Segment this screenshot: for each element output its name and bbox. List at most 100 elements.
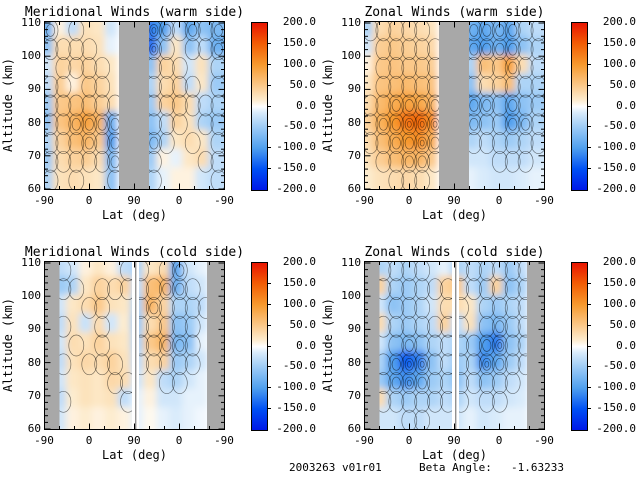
- y-tick-label: 90: [27, 82, 41, 96]
- colorbar-label: 100.0: [602, 56, 636, 70]
- colorbar-label: 0.0: [616, 98, 636, 112]
- colorbar-label: 100.0: [282, 56, 316, 70]
- y-tick-label: 80: [347, 355, 361, 369]
- colorbar-label: 50.0: [609, 77, 637, 91]
- colorbar-label: 50.0: [609, 317, 637, 331]
- y-tick-label: 80: [347, 115, 361, 129]
- colorbar-label: -50.0: [282, 359, 316, 373]
- colorbar-label: 150.0: [602, 275, 636, 289]
- x-tick-label: 0: [85, 434, 93, 447]
- y-tick-label: 100: [341, 49, 361, 63]
- data-gap-line: [455, 261, 457, 430]
- y-tick-label: 90: [347, 82, 361, 96]
- footer-beta-value: -1.63233: [511, 461, 564, 474]
- colorbar-tick: [587, 168, 591, 170]
- colorbar-tick: [267, 63, 271, 65]
- colorbar-label: 200.0: [282, 15, 316, 28]
- colorbar-tick: [587, 147, 591, 149]
- colorbar-label: -200.0: [276, 422, 316, 435]
- panel-title: Zonal Winds (cold side): [364, 245, 545, 260]
- colorbar-tick: [587, 42, 591, 44]
- x-axis-label: Lat (deg): [101, 448, 168, 462]
- colorbar-tick: [267, 168, 271, 170]
- colorbar-tick: [587, 63, 591, 65]
- colorbar-label: 100.0: [282, 296, 316, 310]
- x-tick-label: 90: [127, 194, 141, 207]
- colorbar-tick: [267, 282, 271, 284]
- colorbar-label: 50.0: [289, 77, 317, 91]
- colorbar-label: -150.0: [276, 401, 316, 415]
- panel-title: Meridional Winds (warm side): [24, 5, 245, 20]
- y-tick-label: 60: [27, 182, 41, 195]
- y-axis-label: Altitude (km): [321, 298, 335, 392]
- colorbar-tick: [267, 387, 271, 389]
- plot-frame: [364, 261, 545, 430]
- colorbar-label: 150.0: [282, 35, 316, 49]
- contour-lines: [44, 21, 225, 190]
- colorbar-tick: [587, 387, 591, 389]
- y-tick-label: 110: [21, 16, 41, 29]
- colorbar-label: -50.0: [602, 359, 636, 373]
- colorbar-label: -100.0: [276, 380, 316, 394]
- colorbar-tick: [267, 366, 271, 368]
- contour-lines: [364, 21, 545, 190]
- colorbar-tick: [587, 345, 591, 347]
- colorbar-tick: [267, 408, 271, 410]
- colorbar-label: 200.0: [602, 15, 636, 28]
- y-tick-label: 110: [341, 16, 361, 29]
- x-tick-label: 0: [495, 434, 503, 447]
- colorbar-tick: [587, 84, 591, 86]
- footer-beta-label: Beta Angle:: [419, 461, 492, 474]
- x-tick-label: -90: [534, 194, 554, 207]
- x-tick-label: 0: [175, 434, 183, 447]
- colorbar-tick: [267, 105, 271, 107]
- x-tick-label: -90: [34, 194, 54, 207]
- panel-title: Meridional Winds (cold side): [24, 245, 245, 260]
- x-tick-label: 0: [405, 194, 413, 207]
- y-tick-label: 100: [21, 49, 41, 63]
- colorbar-label: 50.0: [289, 317, 317, 331]
- plot-frame: [44, 21, 225, 190]
- colorbar-tick: [587, 303, 591, 305]
- y-tick-label: 100: [341, 289, 361, 303]
- x-tick-label: -90: [214, 434, 234, 447]
- colorbar-label: -150.0: [276, 161, 316, 175]
- colorbar: [251, 262, 268, 431]
- contour-plot-svg: [364, 261, 545, 430]
- colorbar-label: 200.0: [282, 255, 316, 268]
- y-tick-label: 110: [341, 256, 361, 269]
- x-tick-label: 90: [447, 434, 461, 447]
- y-tick-label: 70: [27, 388, 41, 402]
- colorbar-label: -100.0: [596, 140, 636, 154]
- colorbar-label: 150.0: [282, 275, 316, 289]
- x-tick-label: -90: [34, 434, 54, 447]
- gray-mask: [527, 261, 545, 430]
- colorbar-label: -150.0: [596, 401, 636, 415]
- colorbar-tick: [267, 84, 271, 86]
- plot-frame: [44, 261, 225, 430]
- x-tick-label: 0: [85, 194, 93, 207]
- y-tick-label: 70: [27, 148, 41, 162]
- colorbar-label: 0.0: [296, 98, 316, 112]
- y-tick-label: 100: [21, 289, 41, 303]
- colorbar-tick: [587, 408, 591, 410]
- x-tick-label: -90: [354, 434, 374, 447]
- x-axis-label: Lat (deg): [421, 208, 488, 222]
- x-tick-label: 90: [447, 194, 461, 207]
- colorbar-tick: [267, 126, 271, 128]
- colorbar-label: -200.0: [596, 182, 636, 195]
- footer-date-version: 2003263 v01r01: [289, 461, 382, 474]
- colorbar-tick: [267, 147, 271, 149]
- contour-plot-svg: [44, 261, 225, 430]
- y-tick-label: 60: [347, 422, 361, 435]
- colorbar-tick: [587, 282, 591, 284]
- y-tick-label: 60: [347, 182, 361, 195]
- gray-mask: [439, 21, 469, 190]
- gray-mask: [207, 261, 225, 430]
- y-tick-label: 70: [347, 148, 361, 162]
- colorbar-label: -50.0: [282, 119, 316, 133]
- gray-mask: [119, 21, 149, 190]
- colorbar: [251, 22, 268, 191]
- colorbar-label: 0.0: [616, 338, 636, 352]
